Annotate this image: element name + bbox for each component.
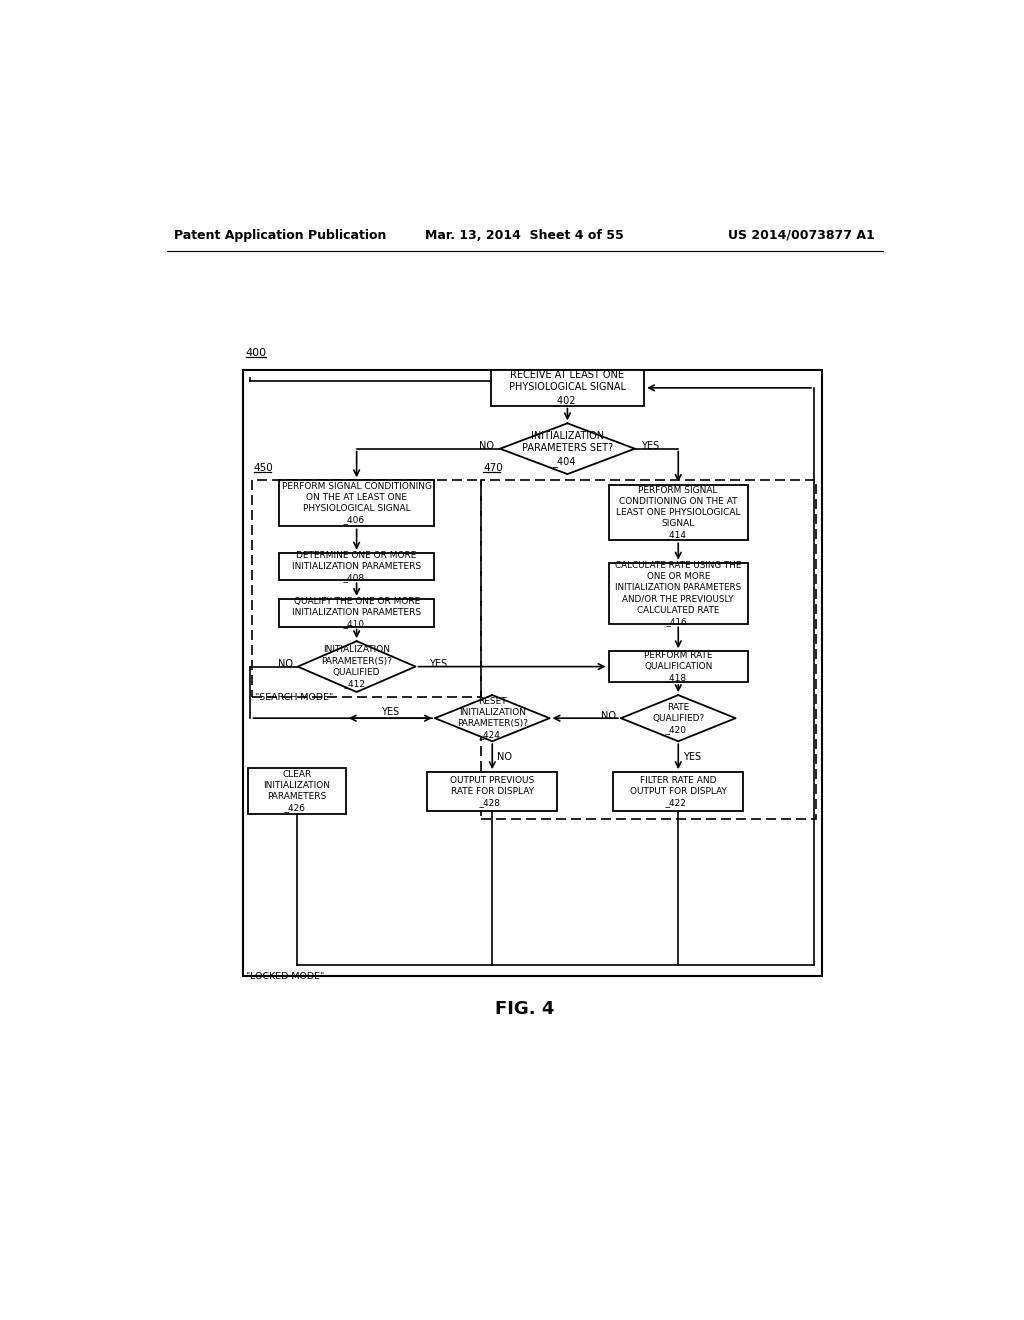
FancyBboxPatch shape xyxy=(608,484,748,540)
Text: Mar. 13, 2014  Sheet 4 of 55: Mar. 13, 2014 Sheet 4 of 55 xyxy=(425,228,625,242)
Text: YES: YES xyxy=(683,752,701,762)
Text: FILTER RATE AND
OUTPUT FOR DISPLAY
̲422: FILTER RATE AND OUTPUT FOR DISPLAY ̲422 xyxy=(630,776,727,807)
Text: FIG. 4: FIG. 4 xyxy=(496,1001,554,1018)
Text: "SEARCH MODE": "SEARCH MODE" xyxy=(255,693,334,702)
Polygon shape xyxy=(500,424,635,474)
FancyBboxPatch shape xyxy=(243,370,821,977)
FancyBboxPatch shape xyxy=(613,772,743,810)
Text: 450: 450 xyxy=(254,462,273,473)
Text: INITIALIZATION
PARAMETERS SET?
̲404: INITIALIZATION PARAMETERS SET? ̲404 xyxy=(522,430,613,466)
Text: 400: 400 xyxy=(246,348,267,358)
Polygon shape xyxy=(435,696,550,742)
FancyBboxPatch shape xyxy=(248,768,346,814)
Text: RESET
INITIALIZATION
PARAMETER(S)?
̲424: RESET INITIALIZATION PARAMETER(S)? ̲424 xyxy=(457,697,527,739)
Text: PERFORM SIGNAL CONDITIONING
ON THE AT LEAST ONE
PHYSIOLOGICAL SIGNAL
̲406: PERFORM SIGNAL CONDITIONING ON THE AT LE… xyxy=(282,482,432,524)
Text: NO: NO xyxy=(479,441,494,451)
FancyBboxPatch shape xyxy=(608,562,748,624)
Polygon shape xyxy=(621,696,735,742)
Text: RATE
QUALIFIED?
̲420: RATE QUALIFIED? ̲420 xyxy=(652,702,705,734)
Text: "LOCKED MODE": "LOCKED MODE" xyxy=(246,972,324,981)
Text: OUTPUT PREVIOUS
RATE FOR DISPLAY
̲428: OUTPUT PREVIOUS RATE FOR DISPLAY ̲428 xyxy=(451,776,535,807)
Text: YES: YES xyxy=(641,441,659,451)
FancyBboxPatch shape xyxy=(608,651,748,682)
FancyBboxPatch shape xyxy=(280,553,434,581)
Text: 470: 470 xyxy=(483,462,503,473)
Text: NO: NO xyxy=(279,659,293,669)
Text: YES: YES xyxy=(429,659,447,669)
FancyBboxPatch shape xyxy=(427,772,557,810)
Text: YES: YES xyxy=(381,708,399,717)
Text: NO: NO xyxy=(601,711,616,721)
Text: PERFORM RATE
QUALIFICATION
̲418: PERFORM RATE QUALIFICATION ̲418 xyxy=(644,651,713,682)
Polygon shape xyxy=(298,642,416,692)
FancyBboxPatch shape xyxy=(280,480,434,527)
FancyBboxPatch shape xyxy=(490,370,644,405)
Text: RECEIVE AT LEAST ONE
PHYSIOLOGICAL SIGNAL
̲402: RECEIVE AT LEAST ONE PHYSIOLOGICAL SIGNA… xyxy=(509,370,626,405)
Text: QUALIFY THE ONE OR MORE
INITIALIZATION PARAMETERS
̲410: QUALIFY THE ONE OR MORE INITIALIZATION P… xyxy=(292,597,421,628)
Text: NO: NO xyxy=(497,752,512,762)
Text: CLEAR
INITIALIZATION
PARAMETERS
̲426: CLEAR INITIALIZATION PARAMETERS ̲426 xyxy=(263,770,331,813)
Text: PERFORM SIGNAL
CONDITIONING ON THE AT
LEAST ONE PHYSIOLOGICAL
SIGNAL
̲414: PERFORM SIGNAL CONDITIONING ON THE AT LE… xyxy=(616,486,740,540)
Text: DETERMINE ONE OR MORE
INITIALIZATION PARAMETERS
̲408: DETERMINE ONE OR MORE INITIALIZATION PAR… xyxy=(292,550,421,582)
FancyBboxPatch shape xyxy=(280,599,434,627)
Text: CALCULATE RATE USING THE
ONE OR MORE
INITIALIZATION PARAMETERS
AND/OR THE PREVIO: CALCULATE RATE USING THE ONE OR MORE INI… xyxy=(615,561,741,626)
Text: INITIALIZATION
PARAMETER(S)?
QUALIFIED
̲412: INITIALIZATION PARAMETER(S)? QUALIFIED ̲… xyxy=(322,645,392,688)
Text: US 2014/0073877 A1: US 2014/0073877 A1 xyxy=(728,228,876,242)
Text: Patent Application Publication: Patent Application Publication xyxy=(174,228,387,242)
